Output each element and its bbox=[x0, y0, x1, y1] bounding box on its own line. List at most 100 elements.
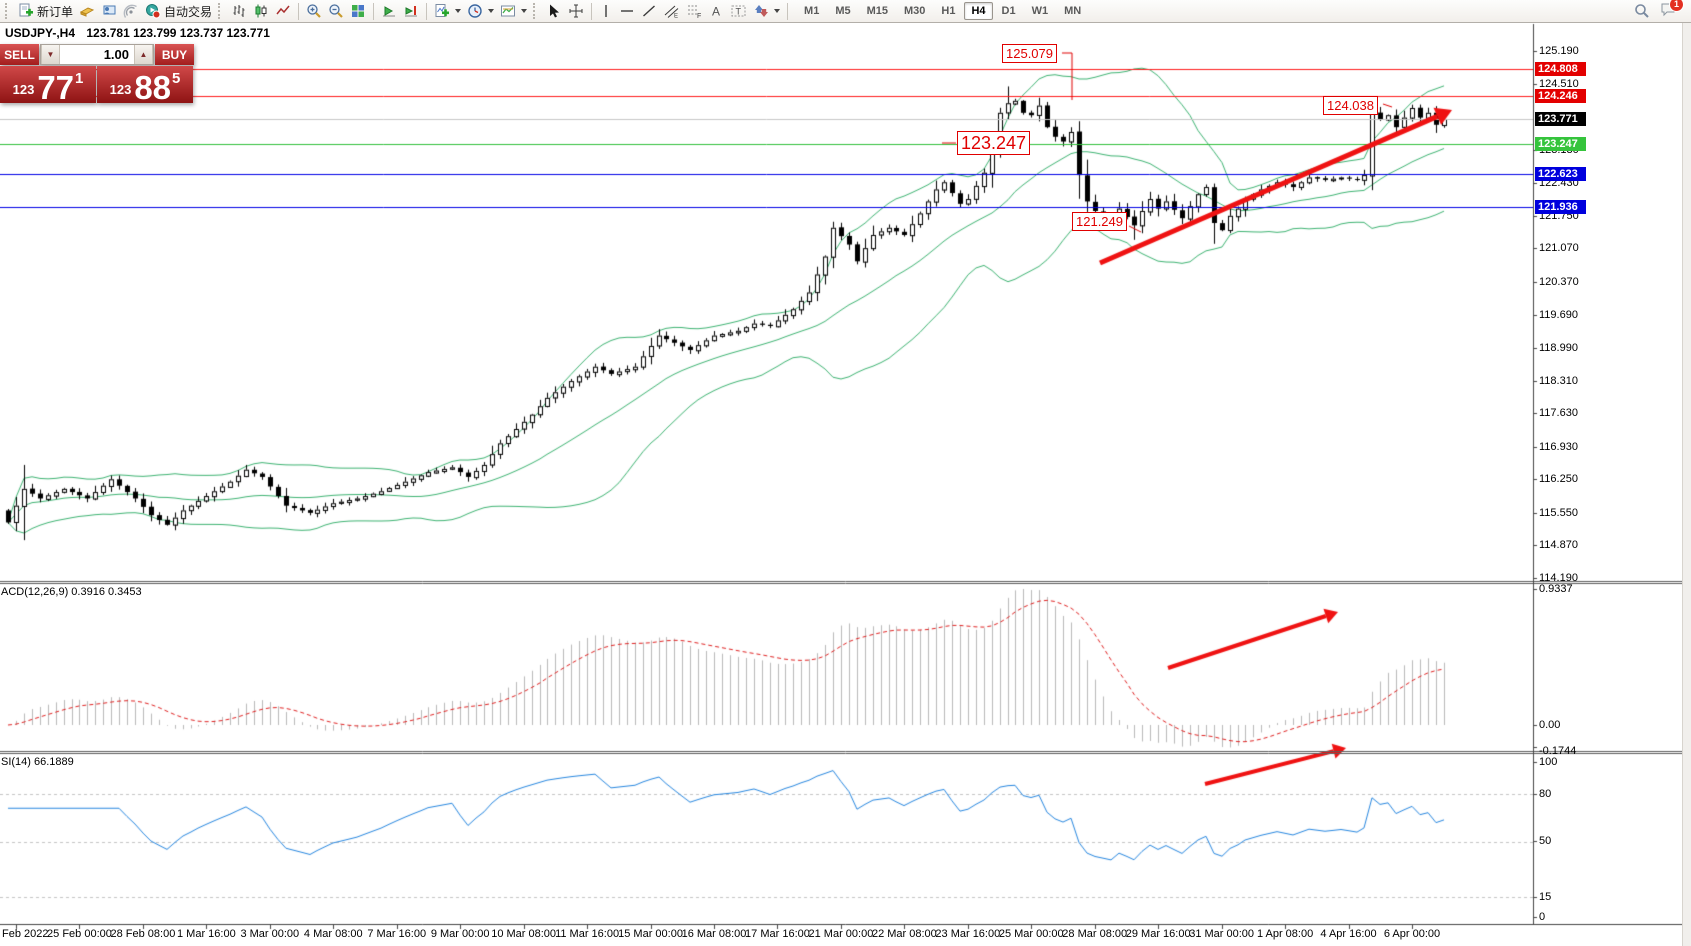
price-callout[interactable]: 123.247 bbox=[957, 131, 1031, 155]
price-axis-tick: 115.550 bbox=[1539, 506, 1578, 519]
toolbar-separator bbox=[591, 2, 593, 20]
trendline-icon bbox=[643, 5, 656, 17]
price-axis-tick: 119.690 bbox=[1539, 308, 1578, 321]
rsi-axis-tick: 80 bbox=[1539, 788, 1552, 800]
volume-stepper: ▼ 1.00 ▲ bbox=[40, 44, 154, 65]
chart-shift-icon bbox=[405, 6, 418, 17]
equidistant-channel-button[interactable]: E bbox=[660, 0, 683, 22]
candlestick-chart-button[interactable] bbox=[250, 0, 272, 22]
new-order-button[interactable]: 新订单 bbox=[15, 0, 76, 22]
date-axis-label: 22 Mar 08:00 bbox=[871, 928, 937, 940]
toolbar-separator bbox=[373, 2, 375, 20]
macd-axis-min: -0.1744 bbox=[1539, 745, 1577, 757]
indicators-button[interactable] bbox=[431, 0, 464, 22]
auto-trading-button[interactable]: 自动交易 bbox=[142, 0, 215, 22]
auto-scroll-button[interactable] bbox=[378, 0, 400, 22]
price-axis-tick: 117.630 bbox=[1539, 407, 1578, 420]
timeframe-button-m30[interactable]: M30 bbox=[904, 5, 926, 17]
date-axis-label: 9 Mar 00:00 bbox=[430, 928, 490, 940]
price-callout[interactable]: 125.079 bbox=[1002, 44, 1057, 63]
chart-title: USDJPY-,H4 123.781 123.799 123.737 123.7… bbox=[5, 26, 270, 40]
trendline-button[interactable] bbox=[638, 0, 660, 22]
svg-text:A: A bbox=[712, 5, 720, 19]
price-callout[interactable]: 124.038 bbox=[1323, 96, 1378, 115]
toolbar-separator bbox=[298, 2, 300, 20]
signals-button[interactable] bbox=[120, 0, 142, 22]
date-axis-label: 3 Mar 00:00 bbox=[240, 928, 300, 940]
sell-price-display[interactable]: 123 77 1 bbox=[0, 66, 96, 106]
chart-shift-button[interactable] bbox=[400, 0, 422, 22]
price-axis-tick: 121.070 bbox=[1539, 242, 1579, 255]
mql5-icon bbox=[79, 7, 95, 17]
volume-value[interactable]: 1.00 bbox=[103, 47, 129, 62]
arrows-button[interactable] bbox=[750, 0, 783, 22]
bar-chart-button[interactable] bbox=[228, 0, 250, 22]
mql5-button[interactable] bbox=[76, 0, 98, 22]
metaeditor-button[interactable] bbox=[98, 0, 120, 22]
toolbar-separator bbox=[426, 2, 428, 20]
horizontal-line-button[interactable] bbox=[616, 0, 638, 22]
horizontal-line-icon bbox=[621, 10, 634, 12]
sell-button[interactable]: SELL bbox=[0, 44, 39, 65]
date-axis-label: 17 Mar 16:00 bbox=[745, 928, 810, 940]
timeframe-button-d1[interactable]: D1 bbox=[1001, 5, 1016, 17]
timeframe-button-h1[interactable]: H1 bbox=[941, 5, 956, 17]
bar-chart-icon bbox=[233, 5, 245, 17]
svg-text:T: T bbox=[736, 7, 742, 17]
fibonacci-button[interactable]: F bbox=[683, 0, 706, 22]
line-chart-button[interactable] bbox=[272, 0, 294, 22]
timeframe-button-h4[interactable]: H4 bbox=[964, 2, 993, 20]
zoom-out-button[interactable] bbox=[325, 0, 347, 22]
crosshair-button[interactable] bbox=[565, 0, 587, 22]
chat-button[interactable]: 1 bbox=[1660, 0, 1684, 22]
buy-button[interactable]: BUY bbox=[155, 44, 194, 65]
text-label-button[interactable]: T bbox=[727, 0, 750, 22]
right-scrollbar[interactable] bbox=[1682, 23, 1691, 946]
timeframe-button-m5[interactable]: M5 bbox=[835, 5, 851, 17]
date-axis-label: 1 Mar 16:00 bbox=[177, 928, 236, 940]
price-axis-badge: 123.771 bbox=[1535, 111, 1586, 126]
chart-symbol-period: USDJPY-,H4 bbox=[5, 26, 76, 40]
date-axis-label: 23 Mar 16:00 bbox=[935, 928, 1001, 940]
buy-price-display[interactable]: 123 88 5 bbox=[97, 66, 193, 106]
date-axis-label: 4 Apr 16:00 bbox=[1320, 928, 1377, 940]
volume-decrease-button[interactable]: ▼ bbox=[41, 45, 60, 64]
zoom-in-button[interactable] bbox=[303, 0, 325, 22]
crosshair-icon bbox=[569, 4, 583, 18]
timeframe-button-mn[interactable]: MN bbox=[1064, 5, 1082, 17]
one-click-trading-panel: SELL ▼ 1.00 ▲ BUY 123 77 1 123 88 5 bbox=[0, 44, 194, 106]
svg-text:F: F bbox=[697, 13, 701, 19]
sell-price-pips: 77 bbox=[37, 68, 75, 106]
toolbar-separator bbox=[787, 2, 789, 20]
buy-price-figure: 123 bbox=[109, 82, 132, 97]
timeframe-button-m15[interactable]: M15 bbox=[866, 5, 888, 17]
date-axis-label: 29 Mar 16:00 bbox=[1125, 928, 1191, 940]
cursor-button[interactable] bbox=[543, 0, 565, 22]
text-button[interactable]: A bbox=[706, 0, 727, 22]
timeframe-button-w1[interactable]: W1 bbox=[1031, 5, 1049, 17]
toolbar-grip bbox=[533, 3, 540, 19]
auto-scroll-icon bbox=[383, 6, 396, 17]
chart-ohlc-values: 123.781 123.799 123.737 123.771 bbox=[86, 26, 270, 40]
search-icon[interactable] bbox=[1634, 3, 1650, 19]
price-callout[interactable]: 121.249 bbox=[1072, 212, 1127, 231]
svg-text:E: E bbox=[674, 14, 678, 20]
date-axis-label: 6 Apr 00:00 bbox=[1383, 928, 1441, 940]
volume-increase-button[interactable]: ▲ bbox=[134, 45, 153, 64]
periods-button[interactable] bbox=[464, 0, 497, 22]
tile-windows-button[interactable] bbox=[347, 0, 369, 22]
date-axis-label: Feb 2022 bbox=[2, 928, 49, 940]
dropdown-caret-icon bbox=[488, 9, 495, 13]
templates-button[interactable] bbox=[497, 0, 530, 22]
candlestick-chart-icon bbox=[255, 4, 267, 18]
toolbar-grip bbox=[5, 3, 12, 19]
metaeditor-icon bbox=[103, 5, 116, 15]
timeframe-button-m1[interactable]: M1 bbox=[804, 5, 820, 17]
auto-trading-icon bbox=[146, 4, 161, 19]
buy-price-point: 5 bbox=[172, 70, 181, 87]
buy-price-pips: 88 bbox=[134, 68, 172, 106]
vertical-line-button[interactable] bbox=[596, 0, 616, 22]
rsi-axis-tick: 100 bbox=[1539, 756, 1558, 768]
